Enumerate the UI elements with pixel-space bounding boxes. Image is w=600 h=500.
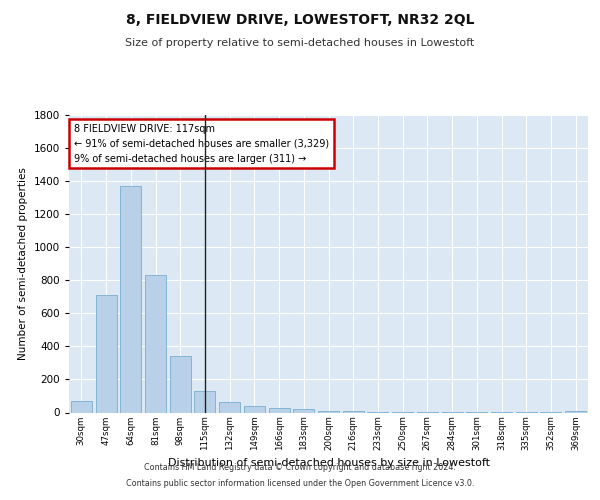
Bar <box>194 391 215 412</box>
Bar <box>145 276 166 412</box>
Bar <box>170 356 191 412</box>
Bar <box>244 406 265 412</box>
Bar <box>565 411 586 412</box>
Y-axis label: Number of semi-detached properties: Number of semi-detached properties <box>18 168 28 360</box>
Text: 8, FIELDVIEW DRIVE, LOWESTOFT, NR32 2QL: 8, FIELDVIEW DRIVE, LOWESTOFT, NR32 2QL <box>126 12 474 26</box>
Bar <box>318 411 339 412</box>
Text: 8 FIELDVIEW DRIVE: 117sqm
← 91% of semi-detached houses are smaller (3,329)
9% o: 8 FIELDVIEW DRIVE: 117sqm ← 91% of semi-… <box>74 124 329 164</box>
Bar <box>71 401 92 412</box>
Text: Size of property relative to semi-detached houses in Lowestoft: Size of property relative to semi-detach… <box>125 38 475 48</box>
Text: Contains HM Land Registry data © Crown copyright and database right 2024.: Contains HM Land Registry data © Crown c… <box>144 464 456 472</box>
Bar <box>219 402 240 412</box>
Text: Contains public sector information licensed under the Open Government Licence v3: Contains public sector information licen… <box>126 478 474 488</box>
Bar <box>293 409 314 412</box>
Bar <box>95 295 116 412</box>
Bar <box>269 408 290 412</box>
Bar <box>120 186 141 412</box>
X-axis label: Distribution of semi-detached houses by size in Lowestoft: Distribution of semi-detached houses by … <box>167 458 490 468</box>
